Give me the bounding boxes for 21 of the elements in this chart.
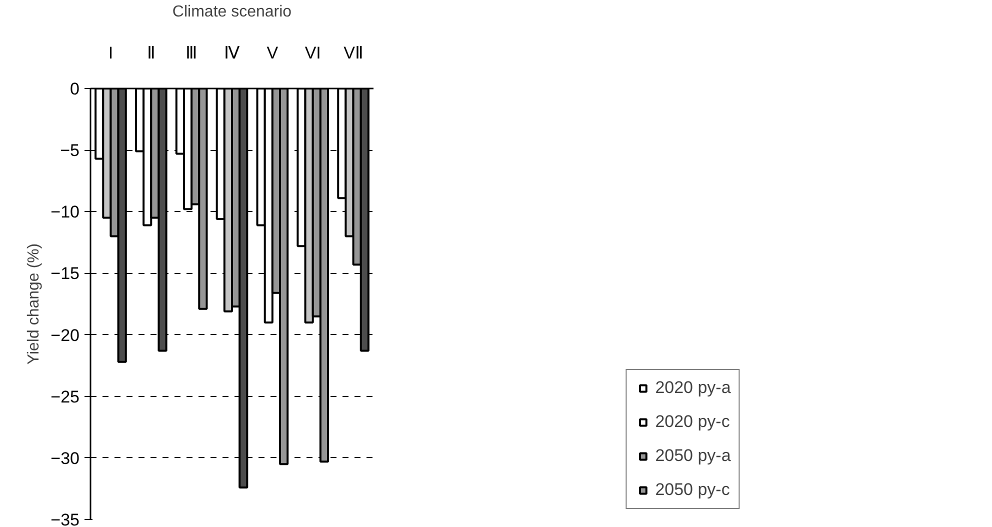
x-tick-label: Ⅳ (224, 44, 240, 62)
y-axis-title: Yield change (%) (26, 243, 43, 365)
x-tick-label: V (266, 44, 279, 62)
y-tick-label: −10 (50, 202, 80, 222)
x-tick-label: I (108, 44, 114, 62)
x-tick-label: Ⅲ (186, 44, 198, 62)
y-tick-label: −25 (50, 387, 80, 406)
x-tick-label: VI (304, 44, 321, 62)
legend-label: 2020 py-a (655, 378, 731, 398)
x-tick-label: Ⅱ (147, 44, 156, 62)
y-tick-label: −35 (50, 510, 80, 527)
x-tick-label: VⅡ (344, 44, 363, 62)
y-tick-label: −30 (50, 448, 80, 468)
y-tick-label: −20 (50, 326, 80, 345)
legend-label: 2020 py-c (655, 412, 730, 432)
x-axis-title: Climate scenario (172, 4, 292, 20)
y-tick-label: −5 (60, 141, 80, 160)
y-tick-label: −15 (50, 264, 80, 284)
legend-label: 2050 py-a (655, 446, 731, 466)
legend-label: 2050 py-c (655, 480, 730, 500)
y-tick-label: 0 (70, 80, 80, 98)
